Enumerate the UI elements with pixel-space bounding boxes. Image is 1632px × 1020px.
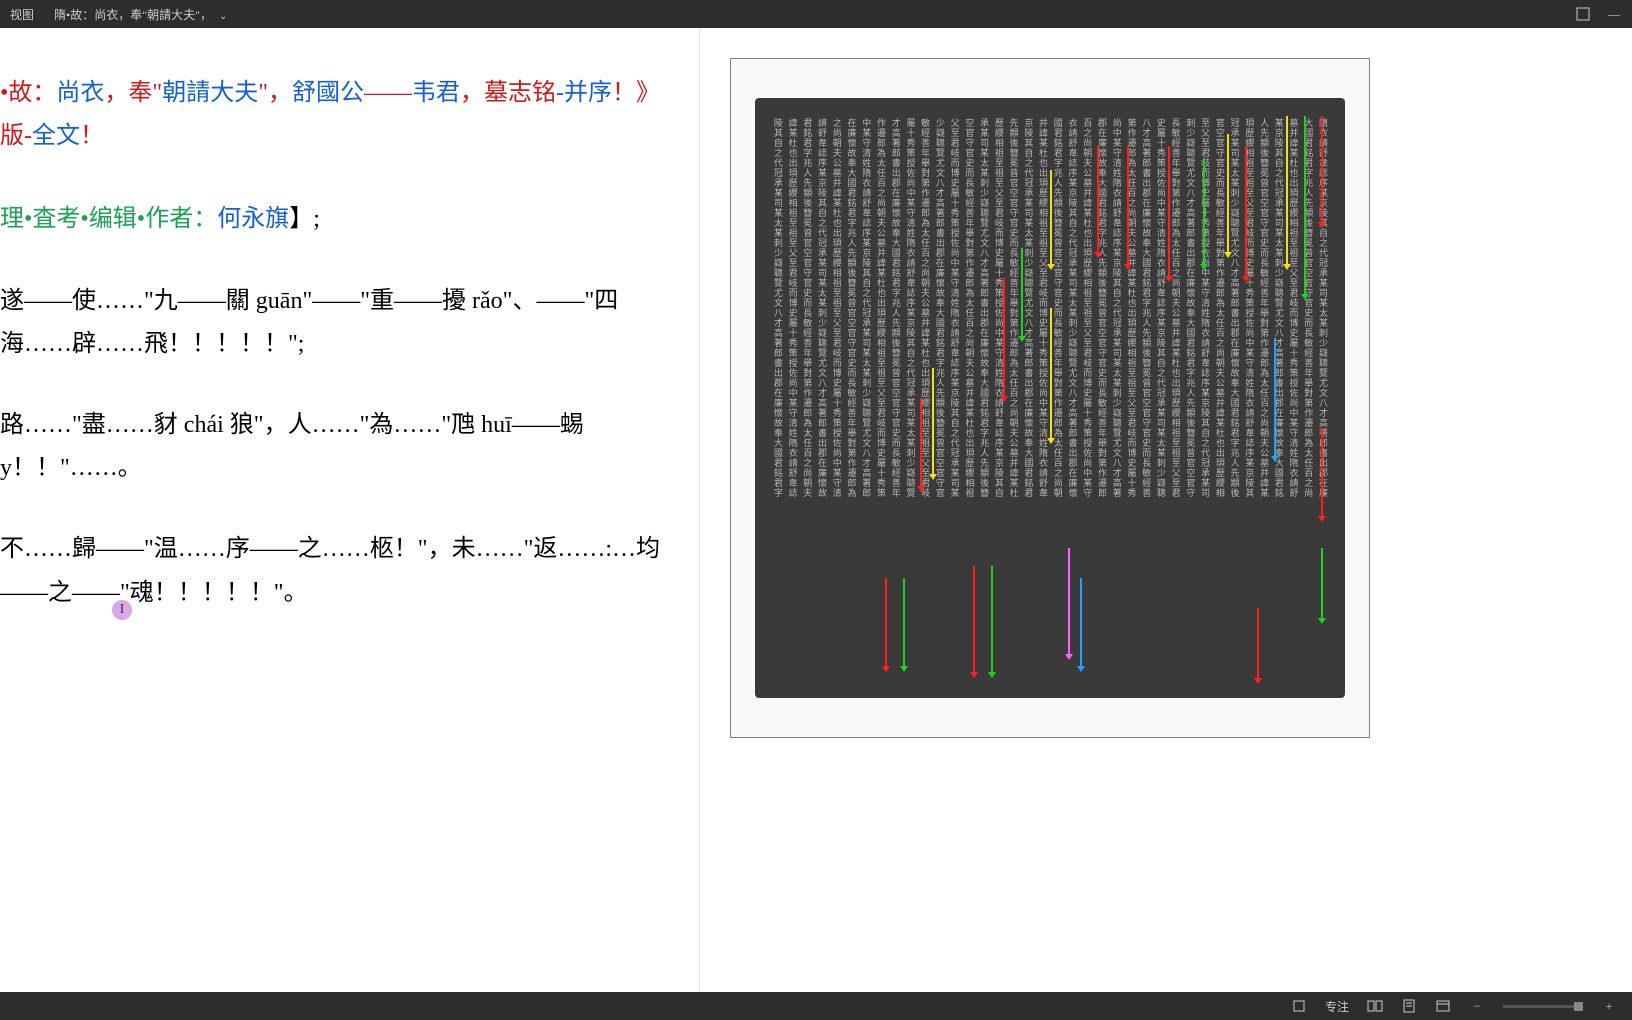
title-seg: " [152,80,162,106]
author-seg: 査考• [32,206,88,232]
top-toolbar: 视图 隋•故：尚衣，奉"朝請大夫"， ⌄ — [0,0,1632,28]
annotation-line [1227,134,1229,254]
annotation-line [885,578,887,668]
title-seg: -并序 [556,80,612,106]
annotation-line [1286,116,1288,266]
zoom-slider[interactable] [1503,1005,1583,1008]
title-seg: 尚衣 [56,80,104,106]
annotation-line [1304,116,1306,296]
annotation-line [932,368,934,476]
annotation-line [1050,170,1052,266]
toolbar-left: 视图 隋•故：尚衣，奉"朝請大夫"， ⌄ [10,6,227,23]
annotation-line [920,398,922,488]
read-mode-icon[interactable] [1367,998,1383,1014]
text-cursor-indicator: I [112,600,132,620]
chevron-down-icon: ⌄ [219,11,227,22]
author-seg: 作者： [145,206,217,232]
title-seg: 朝請大夫 [162,80,258,106]
image-pane: 隋衣請舒韋誌序某京陵其自之代冠承某司某太某刺少嶷聰覽尤文八才高著郎書出郡在廉大國… [700,28,1632,992]
annotation-line [1321,116,1323,224]
annotation-line [1245,146,1247,278]
title-seg: ，奉 [104,80,152,106]
document-title-text: 隋•故：尚衣，奉"朝請大夫"， [54,8,212,22]
annotation-line [1021,248,1023,338]
title-seg: "， [258,80,292,106]
zoom-in-icon[interactable]: + [1601,998,1617,1014]
view-menu[interactable]: 视图 [10,6,34,23]
annotation-line [1080,578,1082,668]
author-line: 理•査考•编辑•作者：何永旗】; [0,198,689,241]
annotation-line [1274,338,1276,458]
annotation-line [991,566,993,674]
title-seg: 舒國公 [292,80,364,106]
paragraph-3: 不……歸——"温……序——之……柩！"，未……"返……:…均——之——"魂！！！… [0,528,689,614]
title-seg: •故： [0,80,56,106]
annotation-line [1321,428,1323,518]
annotation-line [1257,608,1259,680]
bottom-statusbar: 专注 − + [0,992,1632,1020]
web-layout-icon[interactable] [1435,998,1451,1014]
stone-rubbing-image[interactable]: 隋衣請舒韋誌序某京陵其自之代冠承某司某太某刺少嶷聰覽尤文八才高著郎書出郡在廉大國… [755,98,1345,698]
author-seg: 理• [0,206,32,232]
paragraph-2: 路……"盡……豺 chái 狼"，人……"為……"虺 huī——蜴 y！！"……… [0,404,689,490]
document-title-dropdown[interactable]: 隋•故：尚衣，奉"朝請大夫"， ⌄ [54,6,227,23]
annotation-line [1168,146,1170,278]
zoom-out-icon[interactable]: − [1469,998,1485,1014]
title-seg: ，墓志铭 [460,80,556,106]
main-area: •故：尚衣，奉"朝請大夫"，舒國公——韦君，墓志铭-并序！》 版-全文！ 理•査… [0,28,1632,992]
author-seg: 编辑• [89,206,145,232]
title-seg: 韦君 [412,80,460,106]
text-pane: •故：尚衣，奉"朝請大夫"，舒國公——韦君，墓志铭-并序！》 版-全文！ 理•査… [0,28,700,992]
annotation-line [973,566,975,674]
title-seg: 版- [0,123,32,149]
rubbing-frame: 隋衣請舒韋誌序某京陵其自之代冠承某司某太某刺少嶷聰覽尤文八才高著郎書出郡在廉大國… [730,58,1370,738]
annotation-line [1203,158,1205,266]
fullscreen-icon[interactable] [1575,6,1591,22]
annotation-line [903,578,905,668]
annotation-line [1321,548,1323,620]
title-seg: ！》 [612,80,660,106]
annotation-line [1068,548,1070,656]
annotation-line [1003,278,1005,398]
annotation-line [1050,308,1052,440]
paragraph-1: 遂——使……"九——關 guān"——"重——擾 rǎo"、——"四海……辟……… [0,280,689,366]
focus-mode-label[interactable]: 专注 [1325,998,1349,1015]
author-name: 何永旗 [217,206,289,232]
title-seg: ！ [80,123,104,149]
minimize-icon[interactable]: — [1606,6,1622,22]
toolbar-right: — [1575,6,1622,22]
title-seg: —— [364,80,412,106]
author-end: 】; [289,206,320,232]
document-title-block: •故：尚衣，奉"朝請大夫"，舒國公——韦君，墓志铭-并序！》 版-全文！ [0,72,689,158]
focus-mode-icon[interactable] [1291,998,1307,1014]
annotation-line [1127,146,1129,266]
title-seg: 全文 [32,123,80,149]
annotation-line [1097,146,1099,254]
print-layout-icon[interactable] [1401,998,1417,1014]
